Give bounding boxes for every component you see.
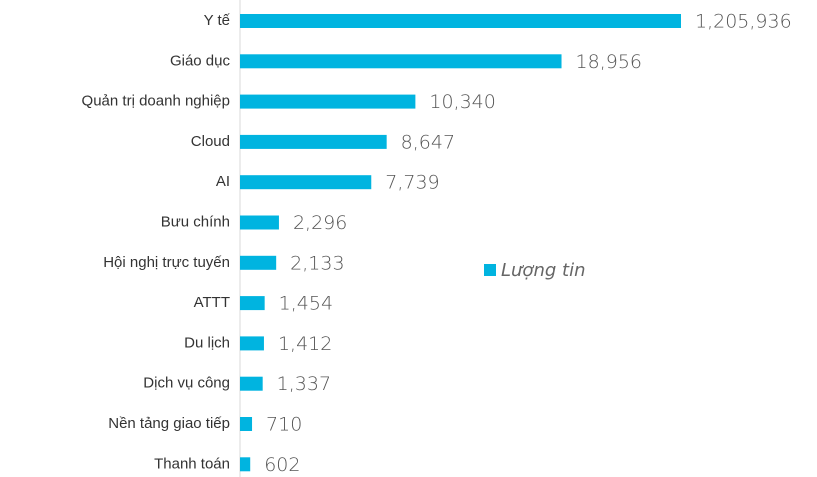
bar [240, 14, 681, 28]
bar [240, 376, 263, 391]
value-label: 1,205,936 [695, 11, 792, 33]
value-label: 2,133 [290, 252, 344, 274]
bar [240, 417, 253, 431]
value-label: 18,956 [576, 51, 642, 73]
bar [240, 255, 277, 270]
category-label: Hội nghị trực tuyến [103, 254, 230, 271]
category-label: Nền tảng giao tiếp [108, 415, 230, 432]
bar [240, 215, 279, 230]
value-label: 1,412 [278, 333, 332, 355]
bar [240, 457, 251, 472]
category-label: Y tế [204, 12, 231, 29]
value-label: 1,454 [279, 293, 333, 315]
value-label: 1,337 [277, 373, 331, 395]
legend-label: Lượng tin [501, 260, 585, 281]
category-label: Thanh toán [154, 455, 230, 472]
value-label: 8,647 [401, 131, 455, 153]
value-label: 7,739 [385, 172, 439, 194]
bar [240, 54, 562, 69]
bar [240, 134, 387, 149]
plot-area [240, 14, 681, 472]
category-label: Dịch vụ công [143, 375, 230, 392]
category-label: Quản trị doanh nghiệp [82, 93, 230, 110]
category-label: ATTT [194, 294, 230, 311]
value-label: 602 [264, 454, 300, 476]
value-label: 2,296 [293, 212, 347, 234]
bar [240, 94, 416, 109]
value-label: 710 [266, 414, 302, 436]
category-label: AI [216, 173, 230, 190]
bar [240, 175, 372, 190]
category-label: Giáo dục [170, 52, 231, 69]
bar [240, 296, 265, 311]
category-label: Du lịch [184, 334, 230, 351]
legend-swatch [484, 264, 496, 276]
value-label: 10,340 [429, 91, 495, 113]
bar [240, 336, 264, 351]
category-label: Bưu chính [161, 213, 230, 230]
category-label: Cloud [191, 133, 230, 150]
